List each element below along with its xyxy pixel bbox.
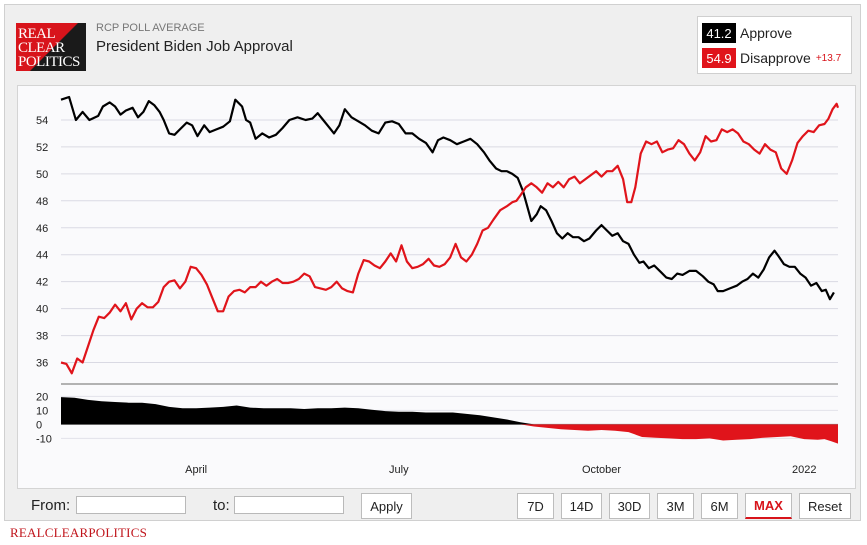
footer-brand[interactable]: REALCLEARPOLITICS (10, 525, 148, 540)
range-6m-button[interactable]: 6M (701, 493, 738, 519)
legend: 41.2 Approve 54.9 Disapprove +13.7 (697, 16, 852, 74)
spread-area-negative (61, 424, 838, 444)
y-tick-label: 40 (36, 304, 48, 316)
reset-button[interactable]: Reset (799, 493, 851, 519)
approve-value-badge: 41.2 (702, 23, 736, 43)
apply-button[interactable]: Apply (361, 493, 412, 519)
y-tick-label: 52 (36, 142, 48, 154)
chart-subtitle: RCP POLL AVERAGE (96, 22, 205, 34)
spread-tick-label: 10 (36, 405, 48, 417)
disapprove-value-badge: 54.9 (702, 48, 736, 68)
logo-line-3: POLITICS (18, 54, 80, 70)
chart-widget: REAL CLEAR POLITICS RCP POLL AVERAGE Pre… (4, 4, 861, 521)
date-controls: From: to: Apply 7D 14D 30D 3M 6M MAX Res… (9, 492, 866, 522)
series-line-approve (60, 95, 835, 301)
from-label: From: (31, 497, 71, 514)
range-3m-button[interactable]: 3M (657, 493, 694, 519)
x-tick-label: April (185, 464, 207, 476)
logo-line-2: CLEAR (18, 40, 65, 56)
spread-tick-label: 0 (36, 419, 42, 431)
approve-label: Approve (740, 25, 793, 41)
from-date-input[interactable] (76, 496, 186, 514)
range-30d-button[interactable]: 30D (609, 493, 650, 519)
x-tick-label: October (582, 464, 621, 476)
range-14d-button[interactable]: 14D (561, 493, 602, 519)
range-max-button[interactable]: MAX (745, 493, 792, 519)
y-tick-label: 42 (36, 277, 48, 289)
y-tick-label: 36 (36, 358, 48, 370)
legend-disapprove[interactable]: 54.9 Disapprove +13.7 (702, 47, 841, 69)
y-tick-label: 50 (36, 169, 48, 181)
logo-line-1: REAL (18, 26, 56, 42)
spread-tick-label: 20 (36, 391, 48, 403)
x-tick-label: 2022 (792, 464, 816, 476)
series-line-disapprove (60, 102, 840, 375)
chart-title: President Biden Job Approval (96, 38, 293, 55)
logo-background (16, 23, 86, 71)
spread-tick-label: -10 (36, 433, 52, 445)
y-tick-label: 46 (36, 223, 48, 235)
y-tick-label: 48 (36, 196, 48, 208)
spread-area-positive (61, 397, 838, 425)
y-tick-label: 38 (36, 331, 48, 343)
to-label: to: (213, 497, 230, 514)
to-date-input[interactable] (234, 496, 344, 514)
spread-delta: +13.7 (815, 52, 842, 64)
x-tick-label: July (389, 464, 409, 476)
range-7d-button[interactable]: 7D (517, 493, 554, 519)
disapprove-label: Disapprove (740, 50, 811, 66)
legend-approve[interactable]: 41.2 Approve (702, 22, 792, 44)
rcp-logo[interactable]: REAL CLEAR POLITICS (16, 23, 86, 71)
plot-area[interactable]: 36 38 40 42 44 46 48 50 52 54 20 10 0 -10 April July Oct… (17, 85, 856, 489)
y-tick-label: 54 (36, 115, 48, 127)
y-tick-label: 44 (36, 250, 48, 262)
chart-svg[interactable]: 36 38 40 42 44 46 48 50 52 54 20 10 0 -10 April July Oct… (18, 86, 855, 488)
